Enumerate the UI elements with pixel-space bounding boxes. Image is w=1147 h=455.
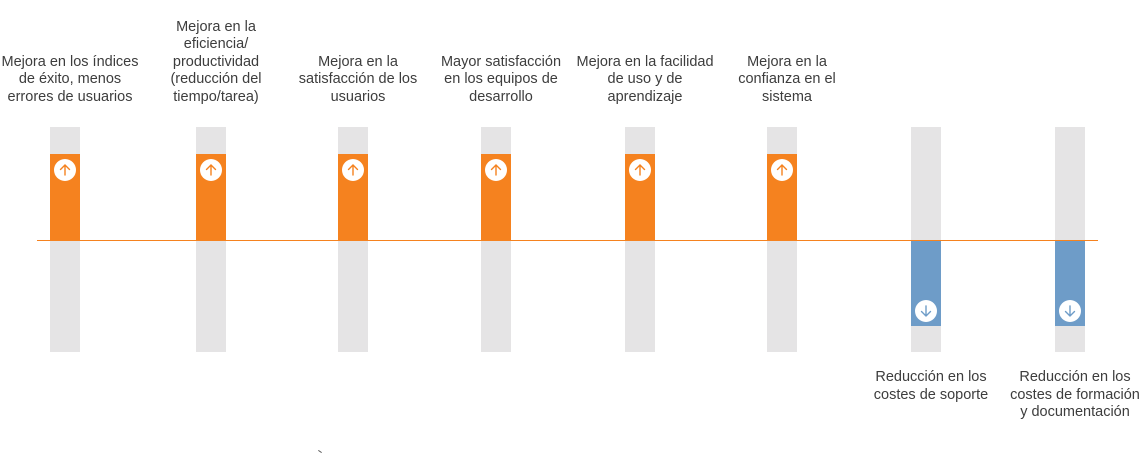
impact-label: Mejora en la satisfacción de los usuario… [298,53,418,105]
decrease-bar [911,241,941,326]
impact-item: Reducción en los costes de formación y d… [1005,0,1145,455]
increase-bar [767,154,797,240]
impact-label: Reducción en los costes de soporte [873,369,989,403]
impact-label: Mayor satisfacción en los equipos de des… [440,53,562,105]
increase-bar [196,154,226,240]
arrow-up-icon [629,159,651,181]
arrow-up-icon [485,159,507,181]
arrow-up-icon [200,159,222,181]
impact-item: Mayor satisfacción en los equipos de des… [431,0,571,455]
impact-item: Mejora en los índices de éxito, menos er… [0,0,140,455]
impact-item: Mejora en la satisfacción de los usuario… [288,0,428,455]
decrease-bar [1055,241,1085,326]
arrow-up-icon [771,159,793,181]
arrow-up-icon [54,159,76,181]
arrow-down-icon [1059,300,1081,322]
impact-item: Mejora en la eficiencia/ productividad (… [146,0,286,455]
impact-item: Reducción en los costes de soporte [861,0,1001,455]
impact-label: Mejora en la eficiencia/ productividad (… [170,18,262,105]
impact-label: Mejora en la confianza en el sistema [738,53,836,105]
impact-item: Mejora en la confianza en el sistema [717,0,857,455]
increase-bar [625,154,655,240]
increase-bar [481,154,511,240]
baseline [37,240,1098,241]
arrow-up-icon [342,159,364,181]
arrow-down-icon [915,300,937,322]
increase-bar [50,154,80,240]
impact-label: Mejora en la facilidad de uso y de apren… [576,53,714,105]
impact-label: Reducción en los costes de formación y d… [1010,369,1140,420]
impact-label: Mejora en los índices de éxito, menos er… [1,53,139,105]
impact-item: Mejora en la facilidad de uso y de apren… [575,0,715,455]
increase-bar [338,154,368,240]
